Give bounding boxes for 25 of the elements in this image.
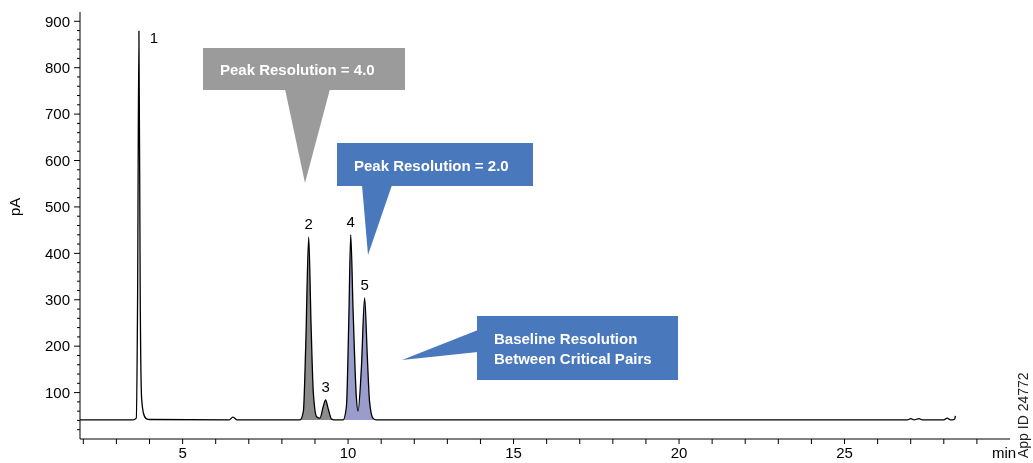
y-tick-label: 500 (44, 198, 70, 216)
y-tick-label: 600 (44, 151, 70, 169)
y-tick-label: 300 (44, 291, 70, 309)
x-tick-label: 20 (670, 444, 688, 461)
annotation: Peak Resolution = 4.0 (220, 61, 375, 78)
annotation: 1 (149, 29, 159, 47)
x-tick-label: 5 (178, 444, 187, 461)
y-tick-label: 800 (44, 58, 70, 76)
y-axis-title: pA (6, 197, 23, 217)
y-tick-label: 900 (44, 12, 70, 30)
annotation: 5 (360, 275, 369, 293)
text: App ID 24772 (1015, 372, 1031, 458)
annotation: 2 (304, 215, 313, 233)
x-tick-label: 15 (505, 444, 522, 461)
x-axis-title: min (991, 444, 1017, 461)
y-tick-label: 200 (44, 337, 70, 355)
annotation: Peak Resolution = 2.0 (354, 156, 509, 174)
y-tick-label: 400 (44, 244, 70, 262)
x-tick-label: 25 (836, 444, 853, 461)
y-tick-label: 100 (44, 383, 70, 401)
annotation: Baseline Resolution Between Critical Pairs (494, 330, 652, 367)
y-tick-label: 700 (44, 105, 70, 123)
x-tick-label: 10 (339, 444, 357, 461)
annotation: 4 (346, 212, 355, 230)
annotation: 3 (321, 378, 330, 396)
